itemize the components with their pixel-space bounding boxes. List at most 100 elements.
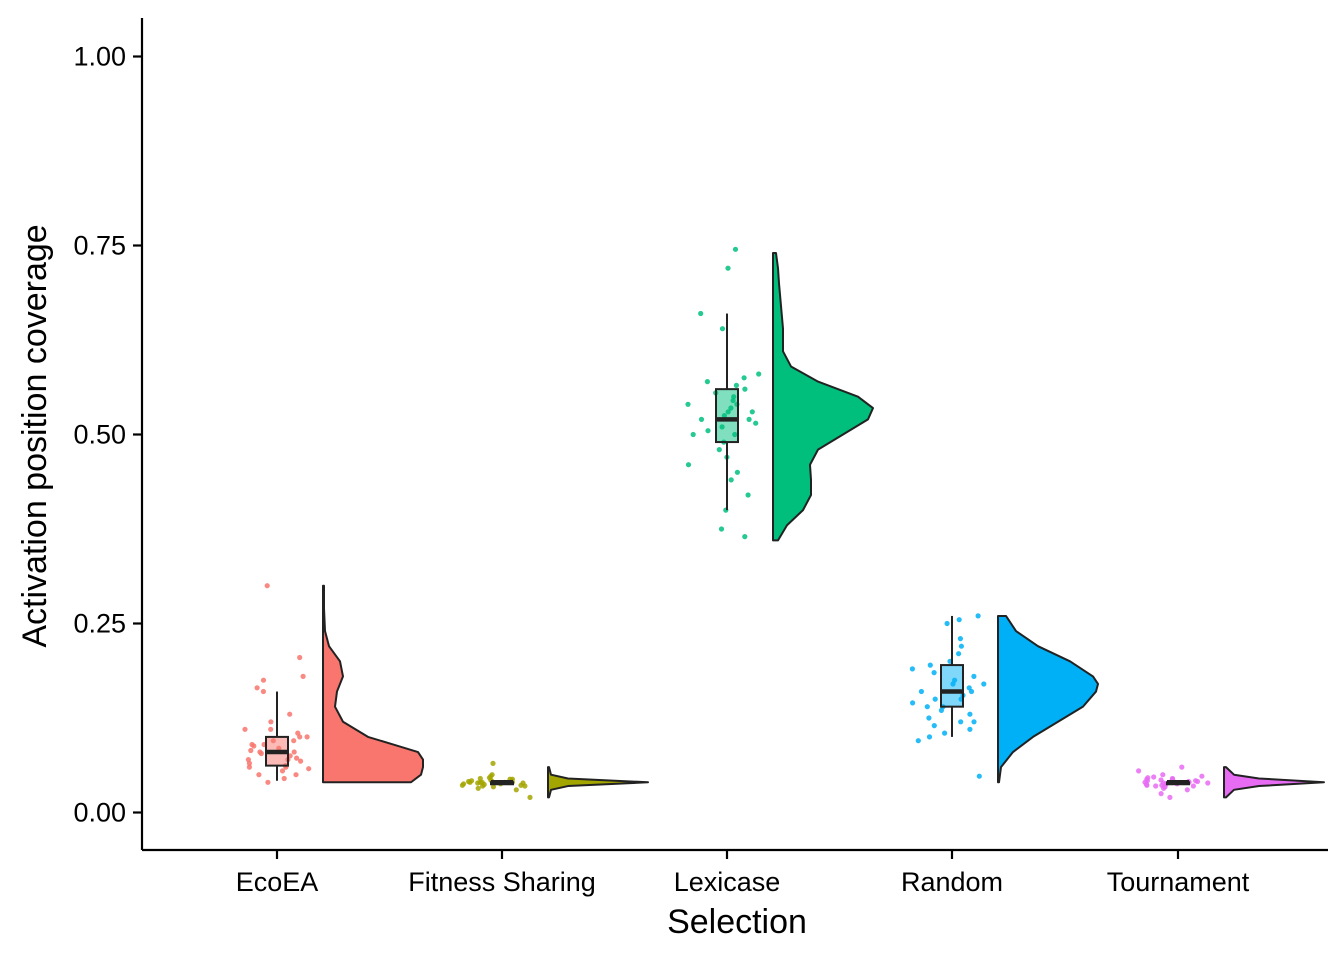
data-point bbox=[1190, 783, 1196, 789]
data-point bbox=[294, 755, 300, 761]
data-point bbox=[966, 685, 972, 691]
data-point bbox=[956, 651, 962, 657]
data-point bbox=[942, 730, 948, 736]
data-point bbox=[489, 772, 495, 778]
data-point bbox=[1184, 787, 1190, 793]
data-point bbox=[690, 431, 696, 438]
data-point bbox=[976, 773, 982, 779]
data-point bbox=[242, 726, 248, 732]
data-point bbox=[246, 764, 252, 770]
data-point bbox=[745, 492, 751, 498]
x-tick-label: Lexicase bbox=[674, 867, 781, 897]
data-point bbox=[260, 677, 267, 683]
data-point bbox=[257, 749, 263, 755]
plot-marks bbox=[242, 246, 1325, 801]
data-point bbox=[268, 719, 274, 725]
data-point bbox=[957, 636, 964, 642]
y-tick-label: 1.00 bbox=[73, 42, 126, 72]
data-point bbox=[1153, 783, 1159, 789]
data-point bbox=[915, 738, 921, 744]
data-point bbox=[459, 782, 465, 788]
data-point bbox=[968, 688, 975, 695]
data-point bbox=[1160, 780, 1167, 786]
data-point bbox=[520, 780, 526, 786]
data-point bbox=[918, 688, 925, 695]
data-point bbox=[1179, 764, 1185, 770]
data-point bbox=[1169, 775, 1176, 782]
x-tick-label: EcoEA bbox=[236, 867, 319, 897]
data-point bbox=[698, 416, 705, 422]
data-point bbox=[249, 741, 255, 748]
data-point bbox=[260, 688, 266, 695]
data-point bbox=[742, 386, 748, 392]
data-point bbox=[1158, 791, 1164, 797]
y-axis-title: Activation position coverage bbox=[16, 224, 54, 647]
data-point bbox=[304, 734, 310, 740]
x-tick-label: Random bbox=[901, 867, 1003, 897]
data-point bbox=[291, 749, 297, 755]
data-point bbox=[742, 534, 748, 540]
data-point bbox=[910, 700, 916, 706]
data-point bbox=[734, 469, 741, 475]
data-point bbox=[756, 371, 762, 377]
series-lexicase bbox=[685, 246, 874, 542]
y-tick-label: 0.75 bbox=[73, 231, 126, 261]
data-point bbox=[490, 760, 496, 767]
data-point bbox=[733, 382, 740, 388]
data-point bbox=[931, 670, 937, 676]
density-violin bbox=[997, 614, 1099, 784]
data-point bbox=[1167, 794, 1173, 801]
data-point bbox=[958, 643, 965, 649]
y-tick-label: 0.25 bbox=[73, 609, 126, 639]
data-point bbox=[1144, 776, 1150, 782]
data-point bbox=[975, 613, 981, 619]
data-point bbox=[909, 666, 916, 672]
data-point bbox=[268, 726, 274, 732]
series-tournament bbox=[1136, 764, 1325, 801]
data-point bbox=[718, 526, 725, 532]
data-point bbox=[298, 758, 304, 764]
data-point bbox=[300, 673, 306, 680]
data-point bbox=[971, 673, 977, 680]
data-point bbox=[926, 734, 933, 740]
data-point bbox=[753, 420, 759, 426]
data-point bbox=[719, 326, 726, 332]
data-point bbox=[245, 757, 251, 763]
data-point bbox=[705, 428, 711, 434]
data-point bbox=[732, 246, 739, 252]
data-point bbox=[256, 772, 262, 778]
data-point bbox=[291, 738, 297, 744]
data-point bbox=[1193, 778, 1199, 784]
series-random bbox=[909, 613, 1099, 784]
data-point bbox=[475, 785, 481, 791]
data-point bbox=[1160, 772, 1166, 778]
data-point bbox=[685, 462, 692, 468]
data-point bbox=[527, 794, 533, 801]
x-axis-ticks: EcoEA Fitness Sharing Lexicase Random Tourna… bbox=[236, 850, 1250, 897]
data-point bbox=[248, 747, 254, 754]
data-point bbox=[741, 375, 747, 381]
y-tick-label: 0.50 bbox=[73, 420, 126, 450]
data-point bbox=[746, 416, 752, 422]
density-violin bbox=[772, 252, 874, 542]
data-point bbox=[264, 583, 270, 589]
data-point bbox=[1144, 782, 1150, 788]
y-axis-ticks: 0.00 0.25 0.50 0.75 1.00 bbox=[73, 42, 142, 828]
x-tick-label: Tournament bbox=[1107, 867, 1250, 897]
box-iqr bbox=[940, 664, 964, 708]
data-point bbox=[716, 447, 722, 453]
data-point bbox=[749, 409, 755, 415]
data-point bbox=[958, 719, 964, 725]
data-point bbox=[293, 772, 299, 778]
data-point bbox=[297, 654, 303, 661]
data-point bbox=[306, 766, 312, 772]
density-violin bbox=[322, 584, 424, 784]
data-point bbox=[281, 775, 287, 782]
data-point bbox=[479, 779, 485, 785]
data-point bbox=[1136, 768, 1142, 774]
data-point bbox=[971, 719, 977, 725]
data-point bbox=[725, 265, 731, 271]
data-point bbox=[704, 379, 711, 385]
